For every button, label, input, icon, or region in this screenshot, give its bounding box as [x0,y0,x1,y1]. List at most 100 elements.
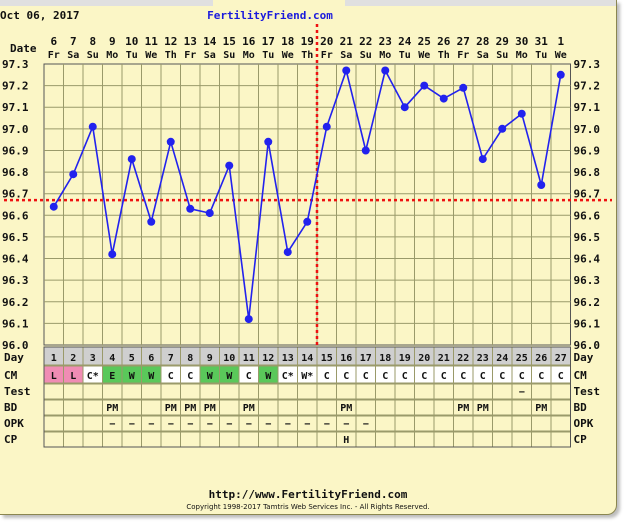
cm-row-label-right: CM [574,369,588,382]
cm-cell-text: C [538,371,544,382]
bd-row-label-right: BD [574,401,588,414]
weekday-label: Su [360,50,372,61]
temperature-point [498,124,507,133]
date-number: 13 [184,35,197,48]
cp-cell [277,431,298,448]
cp-cell [297,431,318,448]
day-cell-text: 11 [243,353,255,364]
test-cell [180,383,201,400]
y-tick-label-right: 96.0 [574,339,601,352]
y-tick-label-right: 96.8 [574,166,601,179]
test-cell [121,383,142,400]
temperature-point [264,137,273,146]
y-tick-label-right: 97.3 [574,58,601,71]
cm-cell-text: C [519,371,525,382]
cp-cell [472,431,493,448]
temperature-point [244,315,253,324]
cp-cell-text: H [343,435,349,446]
day-cell-text: 25 [516,353,528,364]
y-tick-label-left: 96.1 [2,317,29,330]
bd-cell-text: PM [184,403,196,414]
opk-cell [394,415,415,432]
date-number: 26 [437,35,451,48]
weekday-label: Th [438,50,450,61]
cp-cell [433,431,454,448]
opk-cell-text: − [265,419,271,430]
date-number: 17 [262,35,275,48]
weekday-label: We [282,50,294,61]
weekday-label: Sa [67,50,79,61]
test-cell [238,383,259,400]
y-tick-label-right: 96.4 [574,253,601,266]
date-number: 19 [301,35,314,48]
test-cell [375,383,396,400]
cm-cell-text: C [558,371,564,382]
bd-cell [141,399,162,416]
opk-cell [414,415,435,432]
cm-cell-text: C [441,371,447,382]
weekday-label: We [555,50,567,61]
weekday-label: Sa [477,50,489,61]
footer-url[interactable]: http://www.FertilityFriend.com [208,488,408,501]
day-cell-text: 6 [148,353,154,364]
day-cell-text: 18 [379,353,391,364]
date-number: 6 [50,35,57,48]
y-tick-label-left: 96.0 [2,339,29,352]
cp-cell [141,431,162,448]
opk-cell-text: − [304,419,310,430]
weekday-label: Th [165,50,177,61]
y-tick-label-right: 96.7 [574,188,601,201]
opk-cell-text: − [343,419,349,430]
opk-cell-text: − [187,419,193,430]
temperature-point [322,122,331,131]
bd-cell [121,399,142,416]
day-cell-text: 19 [399,353,411,364]
opk-cell-text: − [148,419,154,430]
cp-cell [550,431,571,448]
bd-cell [277,399,298,416]
weekday-label: We [145,50,157,61]
cp-row-label-right: CP [574,433,588,446]
weekday-label: Su [87,50,99,61]
day-cell-text: 23 [477,353,489,364]
cm-cell-text: W [148,371,155,382]
date-number: 14 [203,35,217,48]
date-row-label: Date [10,42,37,55]
day-cell-text: 13 [282,353,294,364]
temperature-point [205,209,214,218]
cp-cell [82,431,103,448]
y-tick-label-right: 97.1 [574,101,601,114]
cp-cell [121,431,142,448]
temperature-point [361,146,370,155]
date-number: 24 [398,35,412,48]
test-cell [63,383,84,400]
y-tick-label-left: 96.4 [2,253,29,266]
bd-cell-text: PM [477,403,489,414]
bd-cell-text: PM [535,403,547,414]
bd-cell [511,399,532,416]
opk-row-label-left: OPK [4,417,24,430]
date-number: 29 [496,35,509,48]
cm-cell-text: W [207,371,214,382]
temperature-point [517,109,526,118]
test-cell [297,383,318,400]
opk-cell [82,415,103,432]
bd-cell [550,399,571,416]
chart-frame: Oct 06, 2017 FertilityFriend.com 97.3 97.… [0,0,617,515]
opk-cell [63,415,84,432]
bbt-chart: 97.3 97.3 97.2 97.2 97.1 97.1 97.0 97.0 96.9 96.9… [2,24,612,448]
date-number: 15 [223,35,236,48]
cm-cell-text: C [480,371,486,382]
temperature-point [88,122,97,131]
opk-cell [531,415,552,432]
y-tick-label-left: 97.1 [2,101,29,114]
date-number: 18 [281,35,294,48]
cp-cell [43,431,64,448]
cp-cell [160,431,181,448]
weekday-label: Fr [321,50,333,61]
y-tick-label-left: 96.8 [2,166,29,179]
bd-cell [414,399,435,416]
opk-cell [453,415,474,432]
temperature-point [400,103,409,112]
test-cell [199,383,220,400]
